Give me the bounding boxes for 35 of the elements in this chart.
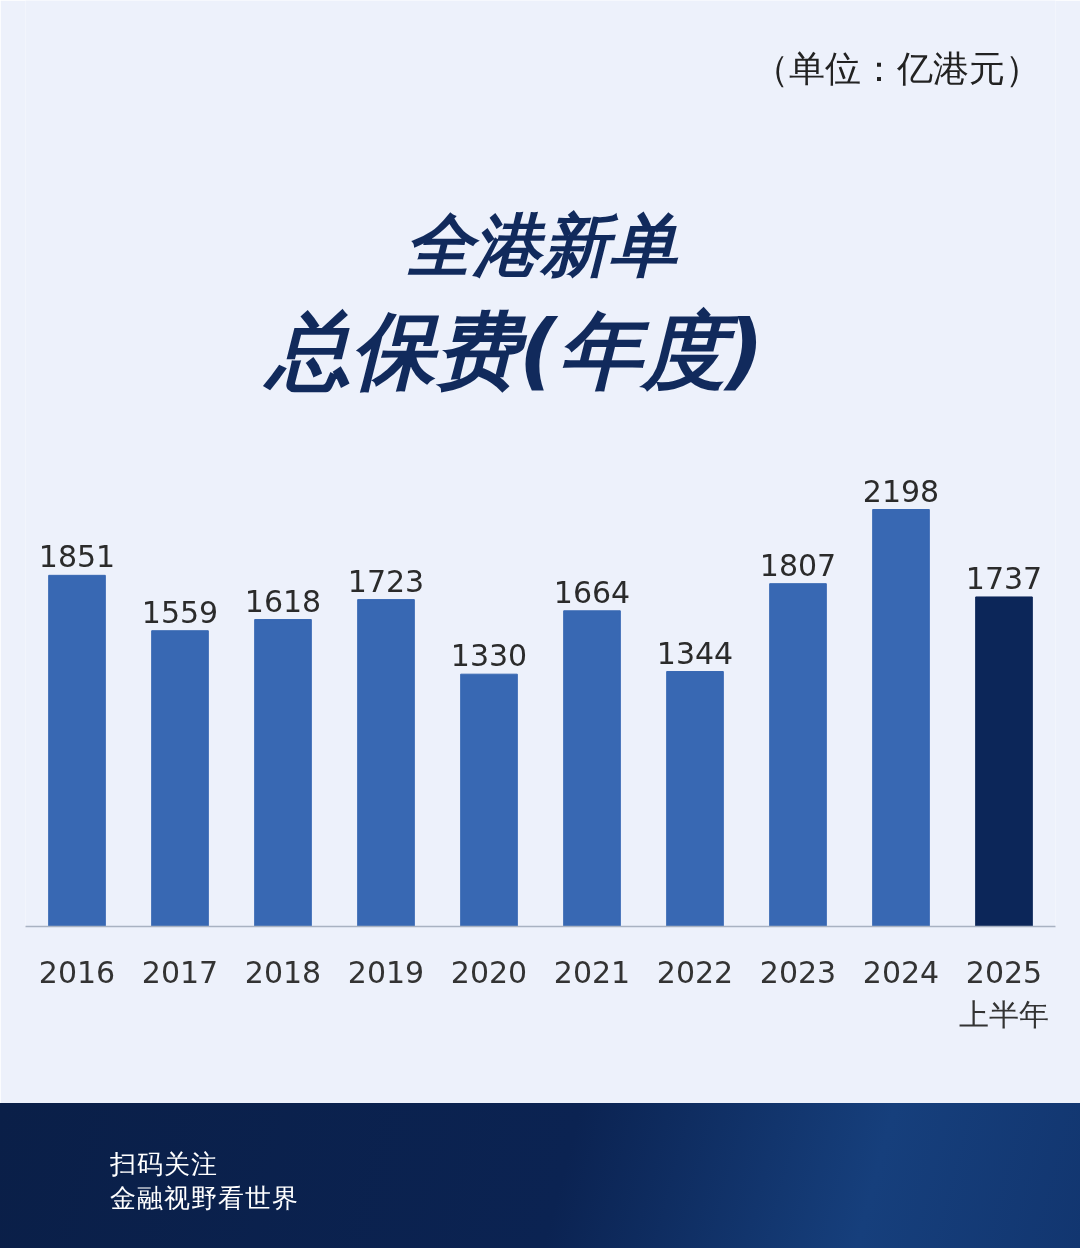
text: 扫码关注 [110, 1149, 218, 1179]
chart-title: 全港新单 [404, 206, 679, 285]
data-label: 1618 [244, 583, 322, 619]
x-tick-label: 2025 上半年 [959, 954, 1049, 1032]
chart-subtitle: 总保费(年度) [262, 301, 764, 400]
x-tick-label: 2017 [141, 954, 219, 990]
data-label: 1559 [141, 594, 219, 630]
bar [666, 671, 724, 927]
x-tick-label: 2018 [244, 954, 322, 990]
x-tick-label: 2024 [862, 954, 940, 990]
data-label: 1737 [965, 560, 1043, 596]
bar [460, 673, 518, 927]
bar [151, 630, 209, 927]
x-tick-label: 2023 [759, 954, 837, 990]
data-label: 2198 [862, 473, 940, 509]
data-label: 1851 [38, 539, 116, 575]
bar [357, 599, 415, 927]
text: 金融视野看世界 [110, 1183, 299, 1213]
data-label: 1723 [347, 563, 425, 599]
data-label: 1664 [553, 574, 631, 610]
x-tick-label: 2016 [38, 954, 116, 990]
x-tick-label: 2022 [656, 954, 734, 990]
text: （单位：亿港元） [752, 48, 1041, 89]
data-label: 1330 [450, 638, 528, 674]
bar [872, 509, 930, 927]
x-tick-label: 2021 [553, 954, 631, 990]
x-tick-label: 2019 [347, 954, 425, 990]
bar [769, 583, 827, 927]
bar [48, 574, 106, 927]
bar [563, 610, 621, 927]
x-tick-label: 2020 [450, 954, 528, 990]
data-label: 1344 [656, 635, 734, 671]
data-label: 1807 [759, 547, 837, 583]
bar [254, 619, 312, 927]
bar [975, 596, 1033, 927]
